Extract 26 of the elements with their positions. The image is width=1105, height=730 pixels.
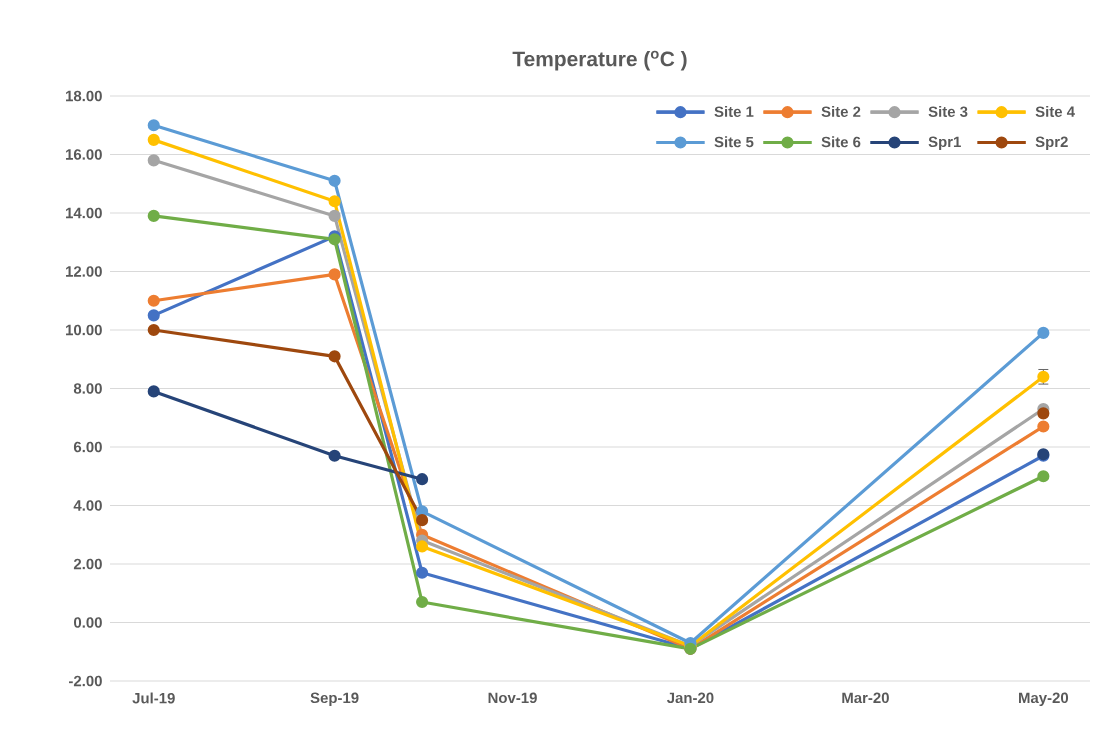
y-tick-label: -2.00 — [69, 675, 102, 687]
y-tick-label: 14.00 — [66, 207, 102, 219]
legend-label: Spr2 — [1035, 136, 1068, 151]
x-tick-label: Mar-20 — [842, 692, 889, 704]
legend-label: Site 1 — [714, 106, 754, 117]
legend-label: Spr1 — [928, 136, 961, 151]
x-tick-label: May-20 — [1019, 692, 1069, 707]
x-tick-label: Jul-19 — [132, 692, 175, 704]
y-tick-label: 18.00 — [66, 90, 102, 102]
y-tick-label: 10.00 — [66, 324, 102, 336]
legend-label: Site 2 — [821, 106, 861, 117]
legend-label: Site 4 — [1035, 106, 1075, 117]
y-tick-label: 8.00 — [73, 383, 102, 394]
legend-label: Site 5 — [714, 136, 754, 148]
legend-label: Site 6 — [821, 136, 861, 148]
x-tick-label: Jan-20 — [666, 692, 714, 704]
legend-label: Site 3 — [928, 106, 968, 118]
chart-title: Temperature ($^{o}$C ) — [512, 50, 687, 71]
x-tick-label: Sep-19 — [310, 692, 359, 707]
y-tick-label: 6.00 — [73, 441, 102, 453]
y-tick-label: 2.00 — [73, 558, 102, 570]
y-tick-label: 12.00 — [66, 266, 102, 277]
y-tick-label: 16.00 — [66, 149, 102, 160]
x-tick-label: Nov-19 — [488, 692, 537, 704]
y-tick-label: 4.00 — [73, 500, 102, 511]
y-tick-label: 0.00 — [73, 617, 102, 628]
